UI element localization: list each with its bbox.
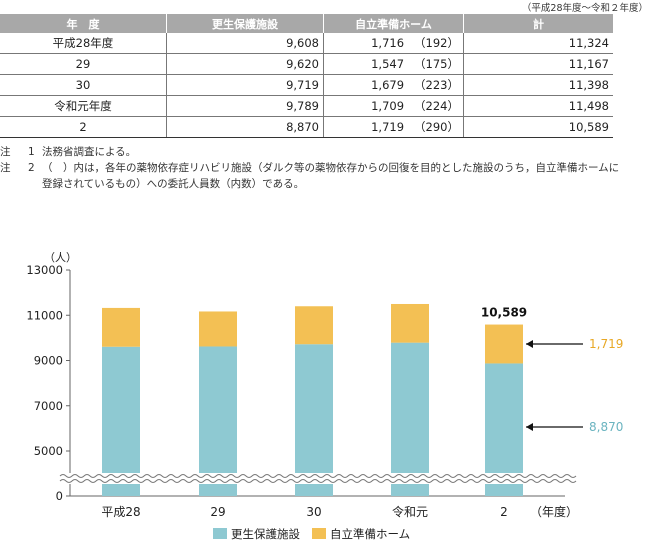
cell-jiritsu-paren: （175） bbox=[414, 57, 459, 71]
cell-kosei: 9,719 bbox=[166, 74, 324, 96]
x-tick-label: 平成28 bbox=[101, 505, 140, 519]
y-axis-unit: （人） bbox=[44, 251, 77, 264]
cell-jiritsu: 1,709 （224） bbox=[323, 95, 464, 117]
cell-year: 29 bbox=[0, 53, 167, 75]
header-total: 計 bbox=[463, 14, 613, 33]
table-period: （平成28年度～令和２年度） bbox=[521, 3, 648, 14]
cell-jiritsu-paren: （192） bbox=[414, 36, 459, 50]
bar-jiritsu bbox=[102, 307, 140, 347]
cell-jiritsu: 1,679 （223） bbox=[323, 74, 464, 96]
axis-break-band bbox=[58, 473, 578, 484]
notes: 注 1 法務省調査による。注 2 （ ）内は，各年の薬物依存症リハビリ施設（ダルク等の薬… bbox=[0, 144, 622, 192]
cell-jiritsu-paren: （290） bbox=[414, 120, 459, 134]
legend-label-kosei: 更生保護施設 bbox=[231, 527, 300, 541]
table-row: 30 9,719 1,679 （223） 11,398 bbox=[0, 74, 613, 96]
data-table: 年 度 更生保護施設 自立準備ホーム 計 平成28年度 9,608 1,716 （19… bbox=[0, 14, 613, 138]
arrow-lower-head bbox=[526, 423, 533, 431]
bar-jiritsu bbox=[295, 306, 333, 345]
bar-jiritsu bbox=[485, 324, 523, 364]
table-row: 平成28年度 9,608 1,716 （192） 11,324 bbox=[0, 33, 613, 54]
annotation-lower-value: 8,870 bbox=[589, 420, 623, 434]
cell-year: 令和元年度 bbox=[0, 95, 167, 117]
bar-kosei bbox=[102, 346, 140, 496]
x-tick-label: 30 bbox=[306, 505, 321, 519]
x-axis-unit: （年度） bbox=[530, 504, 578, 519]
header-year: 年 度 bbox=[0, 14, 167, 33]
note-item: 注 1 法務省調査による。 bbox=[0, 144, 622, 160]
header-jiritsu: 自立準備ホーム bbox=[323, 14, 464, 33]
note-text: 法務省調査による。 bbox=[42, 146, 137, 158]
x-tick-label: 2 bbox=[500, 505, 508, 519]
cell-jiritsu-paren: （223） bbox=[414, 78, 459, 92]
cell-jiritsu-paren: （224） bbox=[414, 99, 459, 113]
cell-jiritsu-value: 1,679 bbox=[371, 78, 405, 92]
cell-total: 11,167 bbox=[463, 53, 613, 75]
cell-total: 10,589 bbox=[463, 116, 613, 138]
y-tick-label: 5000 bbox=[34, 444, 63, 458]
bar-kosei bbox=[199, 346, 237, 496]
note-label: 注 bbox=[0, 162, 11, 174]
cell-kosei: 8,870 bbox=[166, 116, 324, 138]
y-tick-label: 7000 bbox=[34, 399, 63, 413]
note-number: 2 bbox=[28, 162, 35, 174]
table-row: 令和元年度 9,789 1,709 （224） 11,498 bbox=[0, 95, 613, 117]
bar-kosei bbox=[391, 342, 429, 496]
note-number: 1 bbox=[28, 146, 35, 158]
cell-year: 2 bbox=[0, 116, 167, 138]
y-tick-label: 11000 bbox=[26, 308, 63, 322]
annotation-upper-value: 1,719 bbox=[589, 337, 623, 351]
cell-total: 11,498 bbox=[463, 95, 613, 117]
y-tick-label: 13000 bbox=[26, 263, 63, 277]
cell-kosei: 9,789 bbox=[166, 95, 324, 117]
cell-jiritsu-value: 1,709 bbox=[371, 99, 405, 113]
cell-jiritsu-value: 1,719 bbox=[371, 120, 405, 134]
header-kosei: 更生保護施設 bbox=[166, 14, 324, 33]
x-tick-label: 29 bbox=[210, 505, 225, 519]
cell-jiritsu-value: 1,547 bbox=[371, 57, 405, 71]
legend-swatch-jiritsu bbox=[312, 528, 326, 539]
legend-label-jiritsu: 自立準備ホーム bbox=[330, 527, 410, 541]
stacked-bar-chart: （人） 0 5000 7000 9000 11000 13000 平成28 29 30 令和元 2 （年… bbox=[26, 251, 623, 541]
arrow-upper-head bbox=[526, 339, 533, 348]
cell-jiritsu-value: 1,716 bbox=[371, 36, 405, 50]
axis-break-line-bottom bbox=[59, 479, 577, 483]
total-label: 10,589 bbox=[481, 306, 527, 320]
note-label: 注 bbox=[0, 146, 11, 158]
cell-total: 11,324 bbox=[463, 33, 613, 54]
y-tick-label: 0 bbox=[56, 489, 63, 503]
cell-year: 平成28年度 bbox=[0, 33, 167, 54]
cell-year: 30 bbox=[0, 74, 167, 96]
legend-swatch-kosei bbox=[213, 528, 227, 539]
note-text: （ ）内は，各年の薬物依存症リハビリ施設（ダルク等の薬物依存からの回復を目的とし… bbox=[42, 162, 620, 190]
y-tick-label: 9000 bbox=[34, 354, 63, 368]
x-tick-label: 令和元 bbox=[392, 504, 428, 519]
cell-kosei: 9,620 bbox=[166, 53, 324, 75]
table-row: 2 8,870 1,719 （290） 10,589 bbox=[0, 116, 613, 138]
note-item: 注 2 （ ）内は，各年の薬物依存症リハビリ施設（ダルク等の薬物依存からの回復を目的… bbox=[0, 160, 622, 192]
axis-break-line-top bbox=[59, 474, 577, 478]
bar-jiritsu bbox=[199, 311, 237, 347]
cell-jiritsu: 1,547 （175） bbox=[323, 53, 464, 75]
cell-kosei: 9,608 bbox=[166, 33, 324, 54]
table-row: 29 9,620 1,547 （175） 11,167 bbox=[0, 53, 613, 75]
cell-jiritsu: 1,719 （290） bbox=[323, 116, 464, 138]
cell-jiritsu: 1,716 （192） bbox=[323, 33, 464, 54]
bar-kosei bbox=[295, 344, 333, 496]
bar-jiritsu bbox=[391, 303, 429, 343]
cell-total: 11,398 bbox=[463, 74, 613, 96]
